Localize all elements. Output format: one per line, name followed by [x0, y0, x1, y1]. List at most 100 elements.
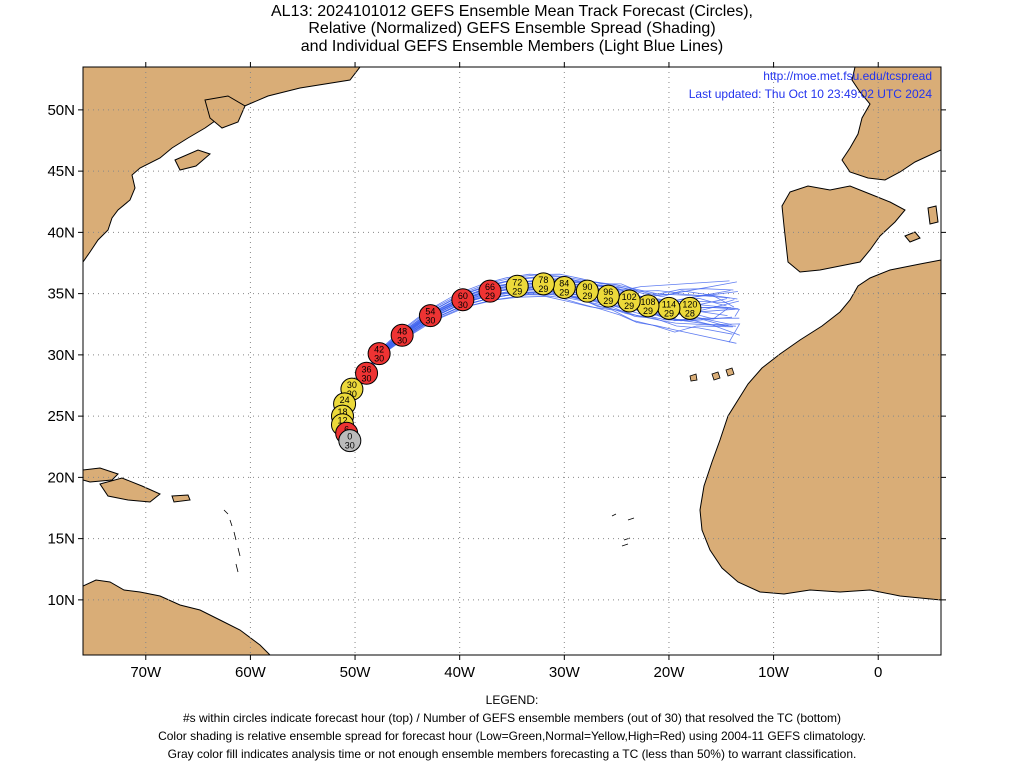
- track-point-hour: 18: [337, 407, 347, 417]
- track-point-circle: [367, 342, 391, 366]
- track-point-count: 30: [374, 354, 384, 364]
- land-iberia: [781, 185, 906, 273]
- land-europe: [841, 67, 941, 181]
- lon-label: 60W: [235, 664, 267, 681]
- mean-track-circles: 1202811429108291022996299029842978297229…: [330, 272, 702, 453]
- lat-label: 15N: [47, 531, 75, 548]
- track-point-count: 30: [425, 316, 435, 326]
- track-point-hour: 36: [362, 364, 372, 374]
- axis-ticks: [78, 62, 946, 660]
- land-south-america: [83, 579, 271, 655]
- credit-url[interactable]: http://moe.met.fsu.edu/tcspread: [763, 69, 932, 83]
- legend-line-2: Color shading is relative ensemble sprea…: [158, 729, 866, 743]
- track-point-hour: 96: [603, 287, 613, 297]
- track-point-count: 30: [345, 441, 355, 451]
- track-point-count: 29: [559, 288, 569, 298]
- lat-label: 35N: [47, 286, 75, 303]
- track-point-hour: 24: [340, 395, 350, 405]
- land-balearic: [904, 231, 921, 243]
- lat-label: 45N: [47, 163, 75, 180]
- map-title-line-1: AL13: 2024101012 GEFS Ensemble Mean Trac…: [271, 3, 753, 20]
- lon-label: 20W: [654, 664, 686, 681]
- map-frame: [82, 66, 942, 656]
- graticule: [83, 67, 941, 655]
- track-point-circle: [418, 304, 442, 328]
- track-point-count: 29: [512, 286, 522, 296]
- land-canary: [711, 367, 735, 381]
- track-point-hour: 54: [425, 307, 435, 317]
- track-point-hour: 60: [458, 291, 468, 301]
- track-point-count: 29: [538, 284, 548, 294]
- legend-line-1: #s within circles indicate forecast hour…: [182, 711, 842, 725]
- track-point-count: 30: [397, 335, 407, 345]
- lat-label: 25N: [47, 408, 75, 425]
- track-point-hour: 6: [344, 424, 349, 434]
- land-masses: [83, 67, 941, 655]
- land-nova-scotia: [174, 149, 211, 171]
- map-title-line-3: and Individual GEFS Ensemble Members (Li…: [300, 38, 724, 55]
- track-point-hour: 84: [559, 279, 569, 289]
- lon-label: 70W: [130, 664, 162, 681]
- track-point-circle: [478, 279, 502, 303]
- land-madeira: [689, 373, 698, 382]
- land-puerto-rico: [171, 494, 191, 503]
- lat-label: 50N: [47, 102, 75, 119]
- track-point-circle: [355, 361, 379, 385]
- lon-label: 10W: [758, 664, 790, 681]
- land-newfoundland: [204, 95, 246, 129]
- track-point[interactable]: 030: [338, 429, 362, 453]
- track-point-hour: 12: [337, 416, 347, 426]
- land-hispaniola: [99, 477, 161, 503]
- legend-line-3: Gray color fill indicates analysis time …: [167, 747, 857, 761]
- lat-label: 30N: [47, 347, 75, 364]
- lat-label: 40N: [47, 224, 75, 241]
- track-point-count: 30: [458, 300, 468, 310]
- land-north-america: [83, 67, 361, 263]
- track-point-circle: [451, 288, 475, 312]
- land-cape-verde: [611, 513, 635, 547]
- track-point-circle: [531, 272, 555, 296]
- track-point-count: 28: [685, 308, 695, 318]
- track-point-count: 29: [485, 291, 495, 301]
- legend-heading: LEGEND:: [485, 693, 539, 707]
- track-point-hour: 90: [582, 282, 592, 292]
- map-title-line-2: Relative (Normalized) GEFS Ensemble Spre…: [308, 20, 716, 37]
- track-point-hour: 120: [682, 299, 697, 309]
- track-point-circle: [338, 429, 362, 453]
- lon-label: 40W: [444, 664, 476, 681]
- track-point-circle: [575, 279, 599, 303]
- lat-label: 20N: [47, 469, 75, 486]
- lon-label: 50W: [340, 664, 372, 681]
- track-point-hour: 48: [397, 326, 407, 336]
- track-point-hour: 30: [347, 380, 357, 390]
- track-point-hour: 66: [485, 282, 495, 292]
- land-africa: [699, 259, 941, 655]
- lat-label: 10N: [47, 592, 75, 609]
- track-point-hour: 0: [347, 432, 352, 442]
- track-point-count: 29: [664, 308, 674, 318]
- track-point-circle: [505, 274, 529, 298]
- track-point-count: 30: [347, 389, 357, 399]
- track-point-count: 29: [643, 306, 653, 316]
- track-point-hour: 114: [662, 299, 676, 309]
- track-point-count: 29: [624, 301, 634, 311]
- track-point-hour: 78: [538, 275, 548, 285]
- track-point-count: 29: [603, 296, 613, 306]
- land-sardinia: [927, 205, 939, 225]
- land-lesser-antilles: [223, 509, 241, 573]
